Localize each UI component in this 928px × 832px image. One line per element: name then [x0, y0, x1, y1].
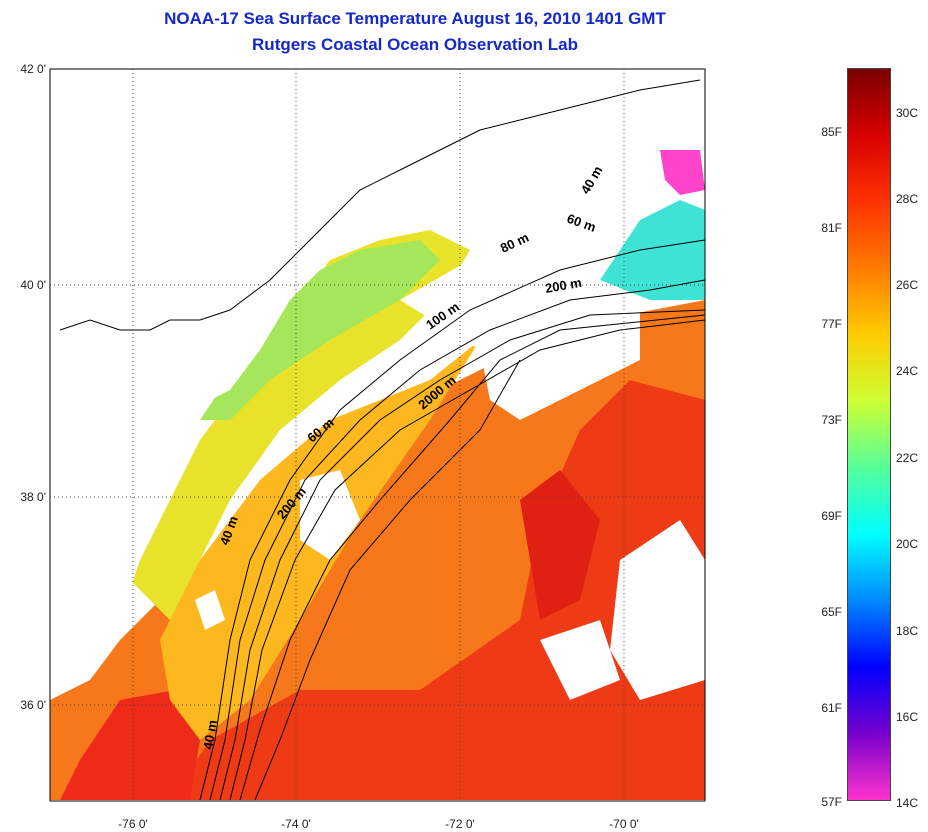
colorbar-f-label: 69F	[821, 509, 842, 523]
contour-label: 80 m	[498, 230, 531, 256]
colorbar-f-label: 73F	[821, 413, 842, 427]
sst-field	[50, 70, 705, 800]
bathymetry-contours	[59, 79, 706, 801]
lon-label: -72 0'	[445, 817, 475, 831]
map-title: NOAA-17 Sea Surface Temperature August 1…	[164, 9, 666, 28]
contour-label: 200 m	[544, 275, 583, 296]
colorbar-f-label: 85F	[821, 125, 842, 139]
map-frame	[49, 68, 706, 802]
lat-label: 38 0'	[20, 490, 46, 504]
lon-label: -76 0'	[118, 817, 148, 831]
lon-label: -70 0'	[609, 817, 639, 831]
colorbar-c-label: 22C	[896, 451, 919, 465]
colorbar-c-label: 16C	[896, 710, 919, 724]
lat-label: 42 0'	[20, 62, 46, 76]
map-subtitle: Rutgers Coastal Ocean Observation Lab	[252, 35, 578, 54]
contour-label: 40 m	[200, 719, 220, 751]
lat-label: 36 0'	[20, 698, 46, 712]
colorbar-c-label: 24C	[896, 364, 919, 378]
colorbar-f-label: 65F	[821, 605, 842, 619]
colorbar-c-label: 14C	[896, 796, 919, 810]
colorbar-c-label: 18C	[896, 624, 919, 638]
colorbar-c-label: 20C	[896, 537, 919, 551]
colorbar-f-label: 57F	[821, 795, 842, 809]
colorbar-f-label: 81F	[821, 221, 842, 235]
colorbar-c-label: 26C	[896, 278, 919, 292]
lat-label: 40 0'	[20, 278, 46, 292]
temperature-colorbar	[847, 68, 891, 801]
colorbar-f-label: 77F	[821, 317, 842, 331]
colorbar-c-label: 30C	[896, 106, 919, 120]
colorbar-c-label: 28C	[896, 192, 919, 206]
colorbar-f-label: 61F	[821, 701, 842, 715]
lon-label: -74 0'	[281, 817, 311, 831]
contour-label: 60 m	[565, 211, 598, 235]
